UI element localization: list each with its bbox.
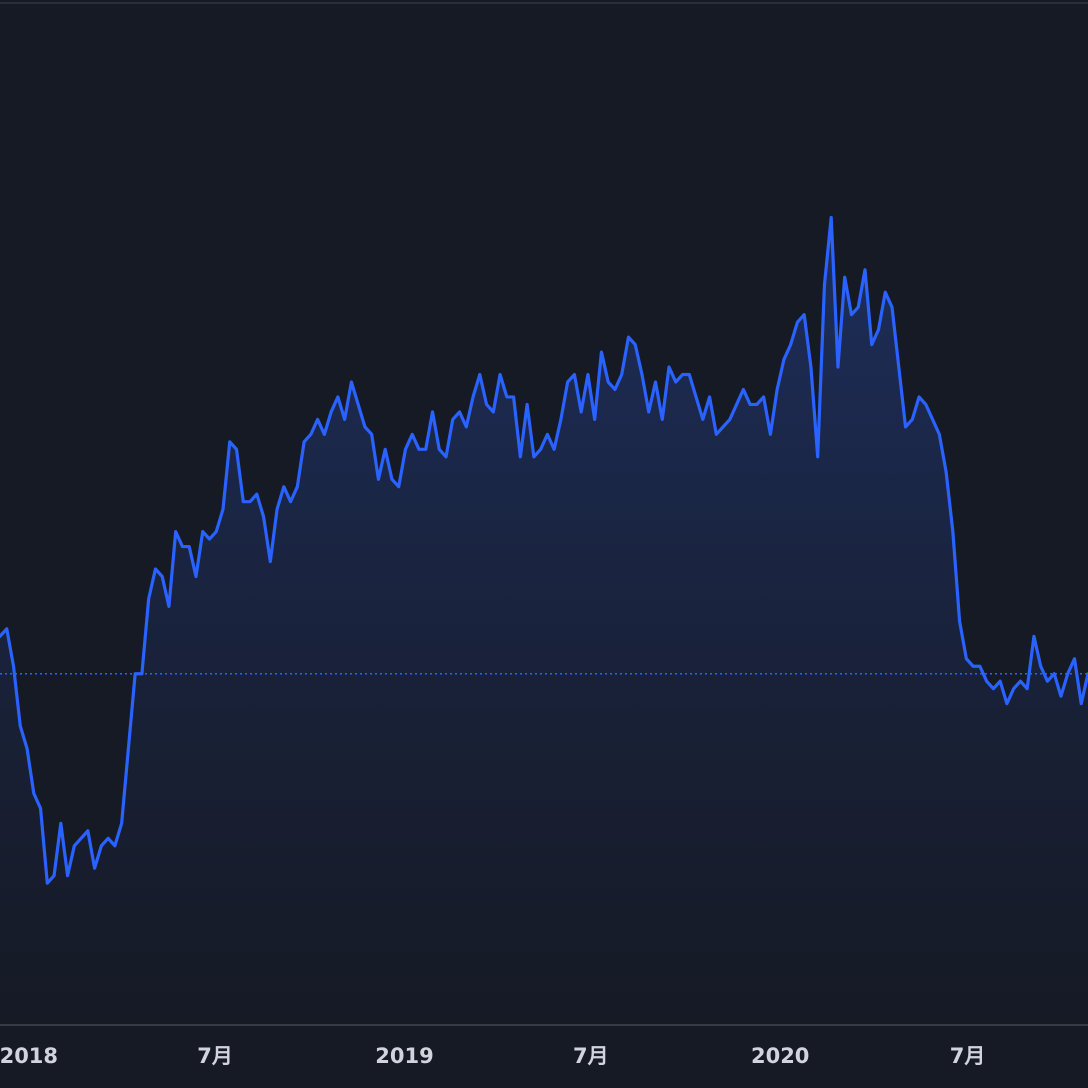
- x-tick-label: 7月: [573, 1044, 609, 1068]
- x-tick-label: 7月: [950, 1044, 986, 1068]
- x-tick-label: 2020: [751, 1044, 809, 1068]
- series-line: [0, 215, 1088, 885]
- x-tick-label: 2019: [375, 1044, 433, 1068]
- series-area-fill: [0, 217, 1088, 1025]
- x-tick-label: 2018: [0, 1044, 58, 1068]
- x-tick-label: 7月: [197, 1044, 233, 1068]
